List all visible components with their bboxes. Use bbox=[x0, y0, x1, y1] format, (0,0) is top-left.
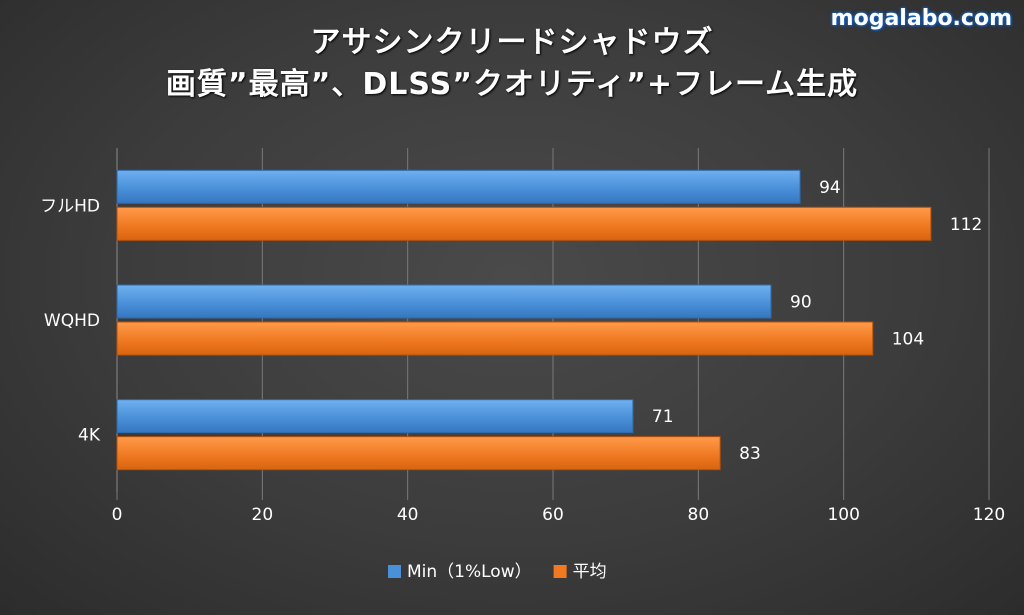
x-tick-label: 20 bbox=[252, 505, 274, 525]
watermark-logo: mogalabo.com bbox=[830, 6, 1012, 31]
data-label: 90 bbox=[790, 293, 812, 313]
data-label: 104 bbox=[892, 330, 924, 350]
bar-avg-0 bbox=[116, 206, 932, 241]
data-label: 94 bbox=[819, 178, 841, 198]
bar-min-2 bbox=[116, 399, 634, 434]
category-label: WQHD bbox=[44, 311, 100, 331]
chart-title-line-2: 画質”最高”、DLSS”クオリティ”+フレーム生成 bbox=[165, 67, 859, 102]
legend-swatch-1 bbox=[553, 565, 567, 578]
chart-title-line-1: アサシンクリードシャドウズ bbox=[310, 25, 714, 60]
x-tick-label: 40 bbox=[397, 505, 419, 525]
bar-avg-2 bbox=[116, 436, 721, 471]
data-label: 112 bbox=[950, 215, 982, 235]
legend-swatch-0 bbox=[388, 565, 401, 578]
x-tick-label: 80 bbox=[688, 505, 710, 525]
x-tick-label: 120 bbox=[973, 505, 1005, 525]
labels: 0 20 40 60 80 100 120 94 112 フルHD 90 104 WQHD 71 83 4K bbox=[40, 178, 1005, 525]
category-label: 4K bbox=[78, 426, 101, 446]
legend: Min（1%Low） 平均 bbox=[388, 562, 607, 582]
bars bbox=[116, 169, 932, 471]
x-tick-label: 0 bbox=[112, 505, 123, 525]
x-tick-label: 60 bbox=[542, 505, 564, 525]
bar-min-0 bbox=[116, 169, 801, 204]
legend-label: 平均 bbox=[573, 562, 607, 582]
data-label: 83 bbox=[739, 444, 761, 464]
bar-min-1 bbox=[116, 284, 772, 319]
bar-avg-1 bbox=[116, 321, 874, 356]
chart-title: アサシンクリードシャドウズ 画質”最高”、DLSS”クオリティ”+フレーム生成 bbox=[0, 22, 1024, 106]
category-label: フルHD bbox=[40, 196, 100, 216]
data-label: 71 bbox=[652, 407, 674, 427]
x-tick-label: 100 bbox=[827, 505, 859, 525]
legend-label: Min（1%Low） bbox=[407, 562, 532, 582]
